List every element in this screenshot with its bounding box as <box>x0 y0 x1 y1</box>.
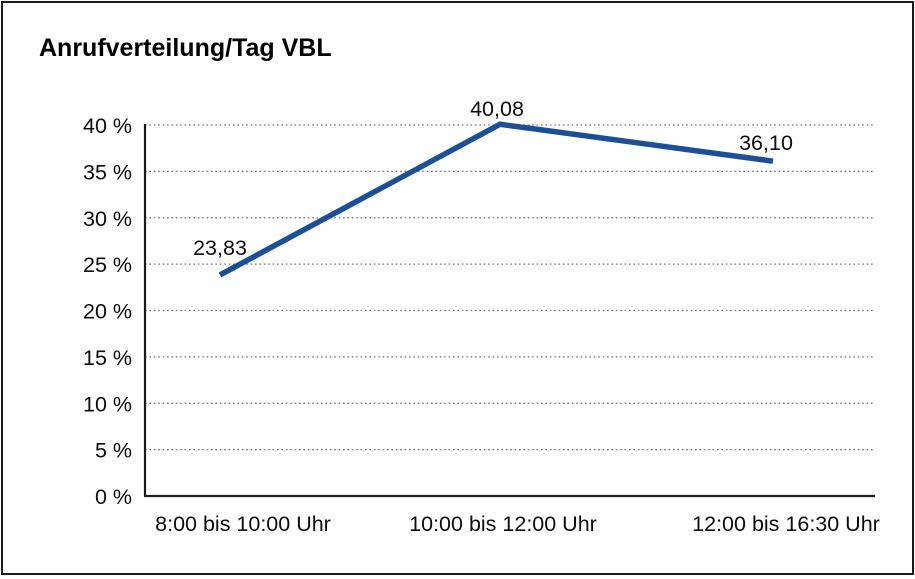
chart-title: Anrufverteilung/Tag VBL <box>39 34 332 62</box>
x-category-label: 8:00 bis 10:00 Uhr <box>155 512 331 536</box>
y-tick-label: 15 % <box>83 346 132 370</box>
y-tick-label: 40 % <box>83 114 132 138</box>
y-tick-label: 30 % <box>83 207 132 231</box>
line-chart: 0 % 5 % 10 % 15 % 20 % 25 % 30 % 35 % 40 % 8:00 b… <box>83 97 880 536</box>
data-series-line <box>218 121 774 278</box>
y-tick-label: 10 % <box>83 392 132 416</box>
y-tick-label: 20 % <box>83 300 132 324</box>
y-tick-label: 25 % <box>83 253 132 277</box>
data-point-label: 36,10 <box>739 131 793 155</box>
x-category-label: 12:00 bis 16:30 Uhr <box>692 512 880 536</box>
y-tick-label: 5 % <box>95 439 132 463</box>
data-point-label: 23,83 <box>193 236 247 260</box>
x-category-label: 10:00 bis 12:00 Uhr <box>409 512 597 536</box>
y-tick-label: 0 % <box>95 485 132 509</box>
y-tick-label: 35 % <box>83 160 132 184</box>
data-point-label: 40,08 <box>470 97 524 121</box>
